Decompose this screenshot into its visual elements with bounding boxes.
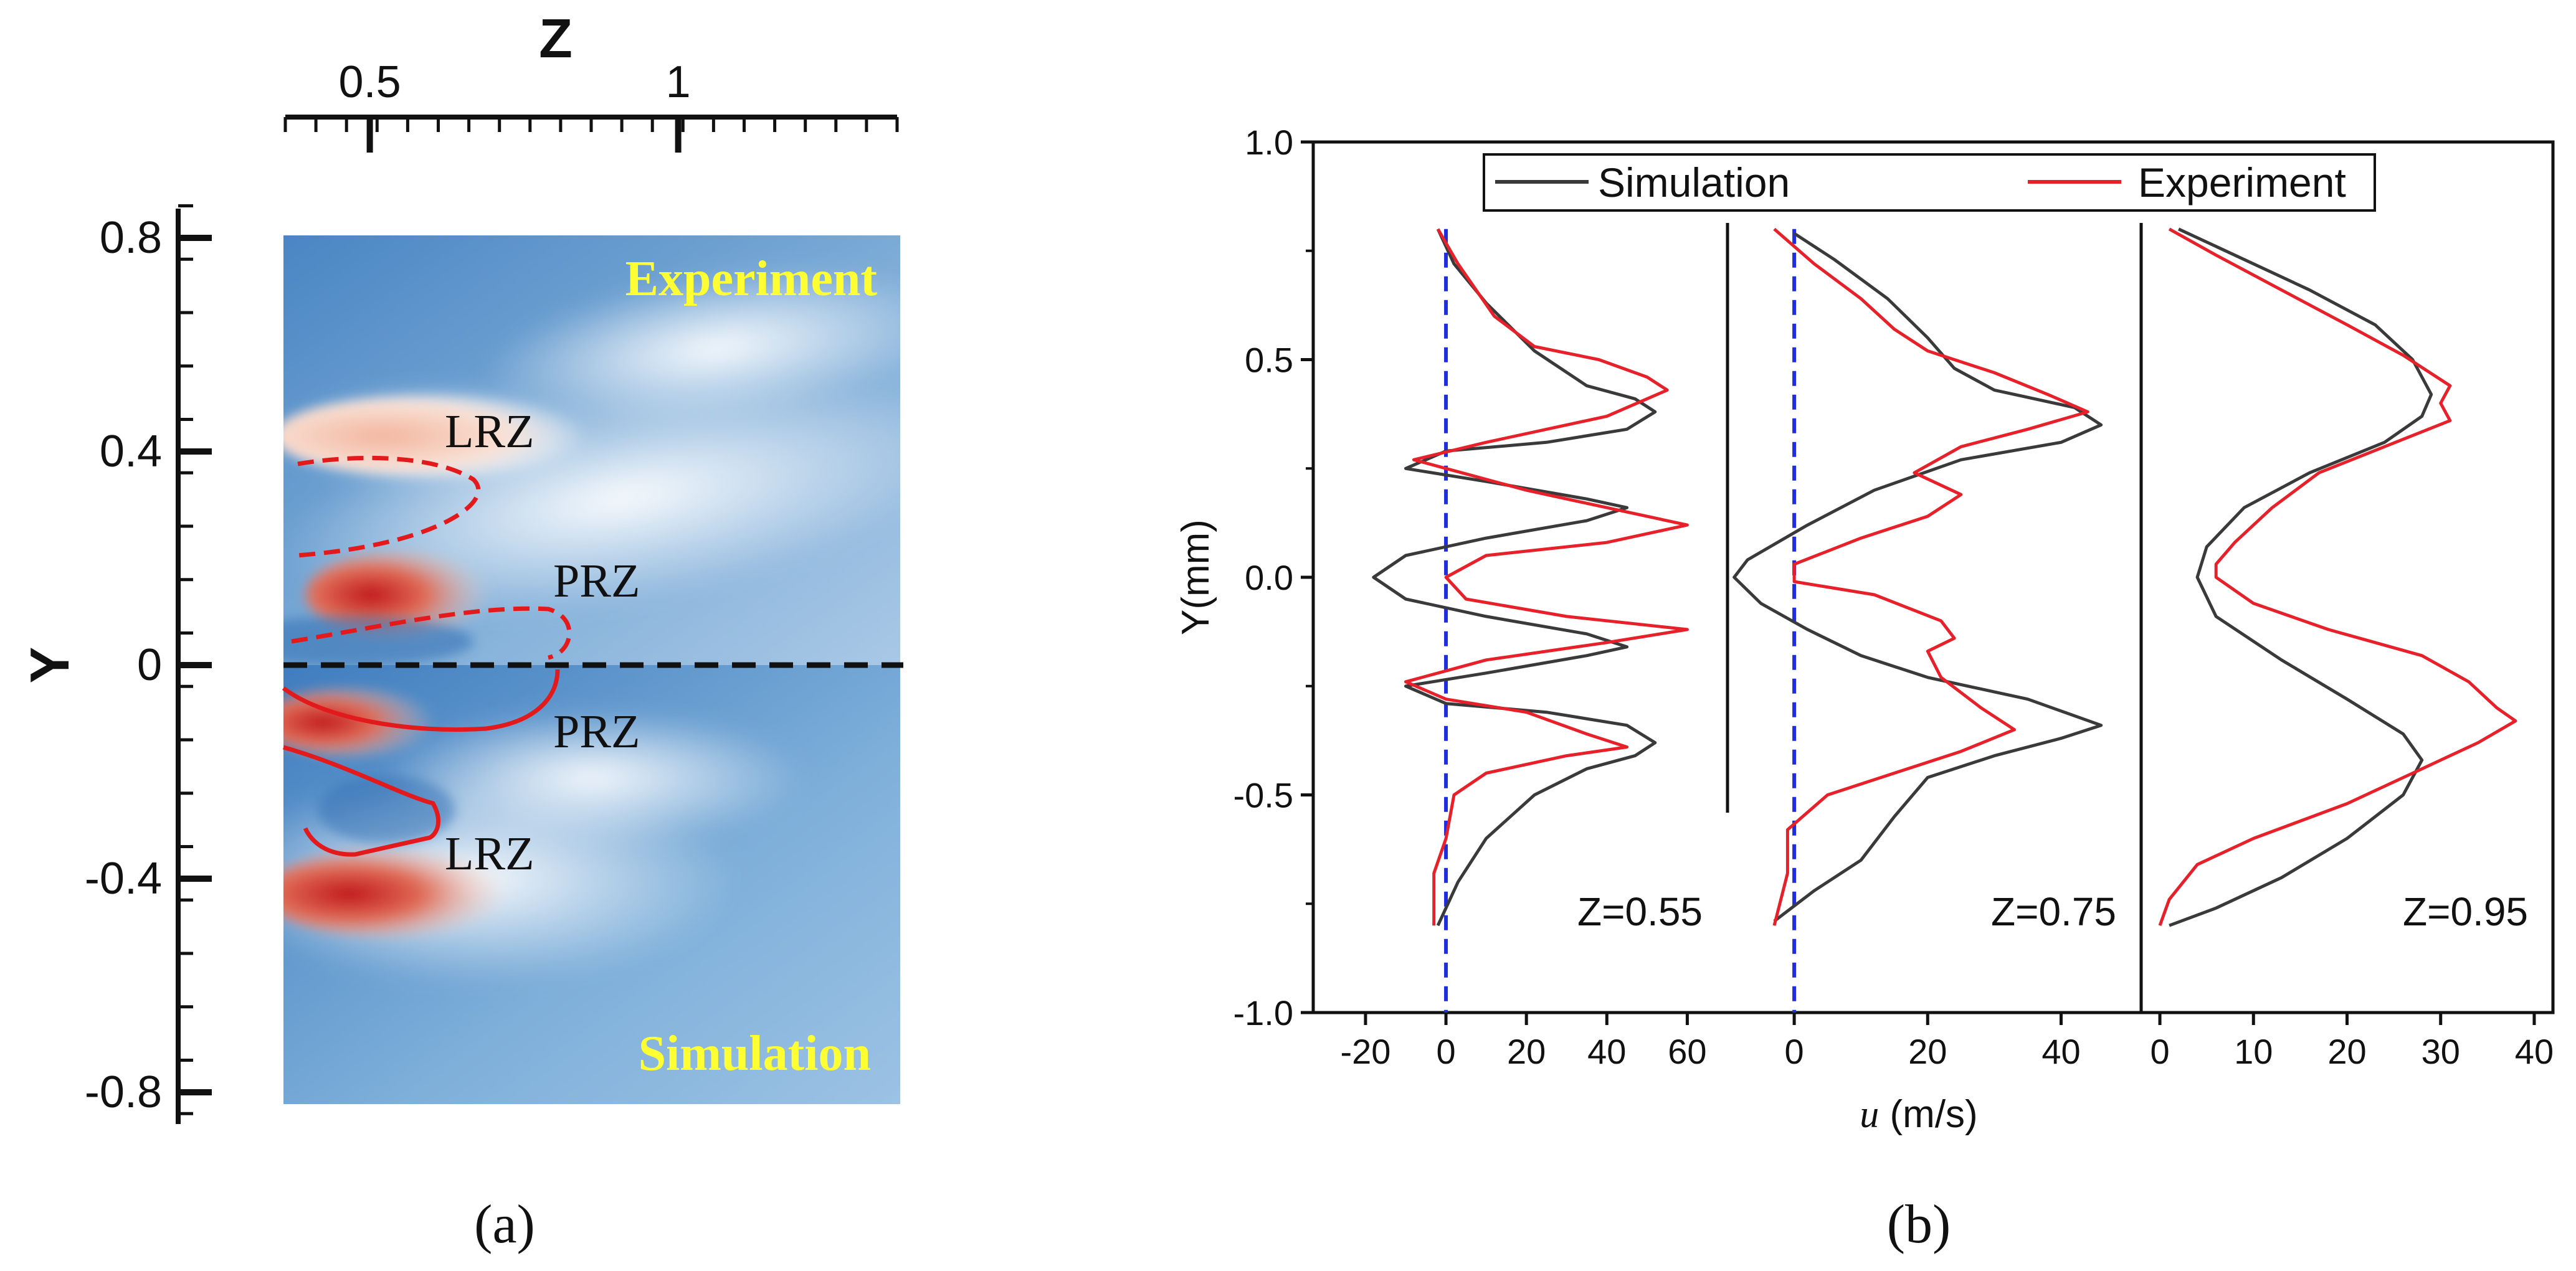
profile-y-tick-label: 0.0 <box>1245 558 1293 597</box>
label-prz-simulation: PRZ <box>553 706 640 758</box>
legend: Simulation Experiment <box>1483 153 2376 212</box>
profile-x-tick-label: 20 <box>1908 1032 1947 1071</box>
y-tick-label: 0.4 <box>100 427 162 476</box>
subplot-label: Z=0.95 <box>2403 889 2528 934</box>
profile-y-tick-label: 1.0 <box>1245 123 1293 162</box>
legend-experiment-label: Experiment <box>2138 159 2346 206</box>
contour-axes: 0.5 1 Z 0.8 0.4 0 -0.4 -0.8 Y <box>19 7 899 1124</box>
plot-frame <box>1311 140 2555 1014</box>
lrz-outline-experiment <box>297 455 481 558</box>
profile-y-tick-label: -0.5 <box>1233 776 1294 815</box>
experiment-profile-z2 <box>1772 227 2089 926</box>
subplot-label: Z=0.75 <box>1991 889 2116 934</box>
simulation-contour <box>283 665 900 1104</box>
caption-a: (a) <box>474 1194 535 1255</box>
label-simulation: Simulation <box>639 1026 871 1081</box>
profile-x-tick-label: 20 <box>2327 1032 2366 1071</box>
z-tick-label: 1 <box>666 57 691 107</box>
legend-simulation-label: Simulation <box>1598 159 1790 206</box>
profile-x-tick-label: 40 <box>1587 1032 1626 1071</box>
profile-panel: Z=0.55 Z=0.75 Z=0.95 1.0 0.5 0.0 -0.5 -1.0 Y(mm… <box>1174 123 2555 1255</box>
profile-x-tick-label: 60 <box>1668 1032 1706 1071</box>
profile-y-tick-label: -1.0 <box>1233 993 1294 1032</box>
legend-box <box>1483 153 2376 212</box>
profile-x-axis-unit: (m/s) <box>1879 1093 1977 1136</box>
simulation-profile-z3 <box>2169 227 2433 927</box>
profile-plots: Z=0.55 Z=0.75 Z=0.95 <box>1372 223 2528 1013</box>
subplot-label: Z=0.55 <box>1577 889 1703 934</box>
experiment-profile-z1 <box>1404 228 1689 926</box>
simulation-profile-z2 <box>1732 232 2103 923</box>
y-tick-label: 0 <box>137 640 162 690</box>
profile-x-tick-label: 0 <box>1436 1032 1455 1071</box>
label-experiment: Experiment <box>625 252 878 306</box>
prz-outline-experiment <box>291 606 572 660</box>
label-prz-experiment: PRZ <box>553 555 640 607</box>
profile-y-tick-label: 0.5 <box>1245 341 1293 380</box>
profile-x-axis-title: u (m/s) <box>1860 1093 1977 1136</box>
y-axis-title: Y <box>19 647 80 684</box>
profile-x-tick-label: 20 <box>1507 1032 1546 1071</box>
profile-x-tick-label: 40 <box>2515 1032 2554 1071</box>
profile-x-tick-label: 0 <box>1785 1032 1804 1071</box>
prz-outline-simulation <box>282 669 560 732</box>
lrz-outline-simulation <box>283 745 440 857</box>
profile-x-tick-label: 10 <box>2234 1032 2273 1071</box>
simulation-profile-z1 <box>1372 228 1657 927</box>
y-tick-label: -0.8 <box>85 1067 162 1117</box>
profile-x-tick-label: 0 <box>2150 1032 2169 1071</box>
profile-x-axis-symbol: u <box>1860 1094 1879 1136</box>
profile-x-tick-label: 40 <box>2041 1032 2080 1071</box>
profile-x-tick-label: 30 <box>2422 1032 2460 1071</box>
z-axis-title: Z <box>539 7 573 69</box>
y-tick-label: -0.4 <box>85 854 162 904</box>
label-lrz-simulation: LRZ <box>445 828 535 880</box>
experiment-profile-z3 <box>2158 227 2517 927</box>
y-tick-label: 0.8 <box>100 213 162 263</box>
contour-panel: Experiment Simulation LRZ PRZ PRZ LRZ 0.… <box>19 7 903 1255</box>
z-tick-label: 0.5 <box>339 57 401 107</box>
profile-axes: 1.0 0.5 0.0 -0.5 -1.0 Y(mm) u (m/s) -20 0 20 40 60 0… <box>1174 123 2554 1136</box>
caption-b: (b) <box>1887 1194 1951 1255</box>
profile-y-axis-title: Y(mm) <box>1174 519 1217 635</box>
profile-x-tick-label: -20 <box>1340 1032 1390 1071</box>
label-lrz-experiment: LRZ <box>445 405 535 458</box>
